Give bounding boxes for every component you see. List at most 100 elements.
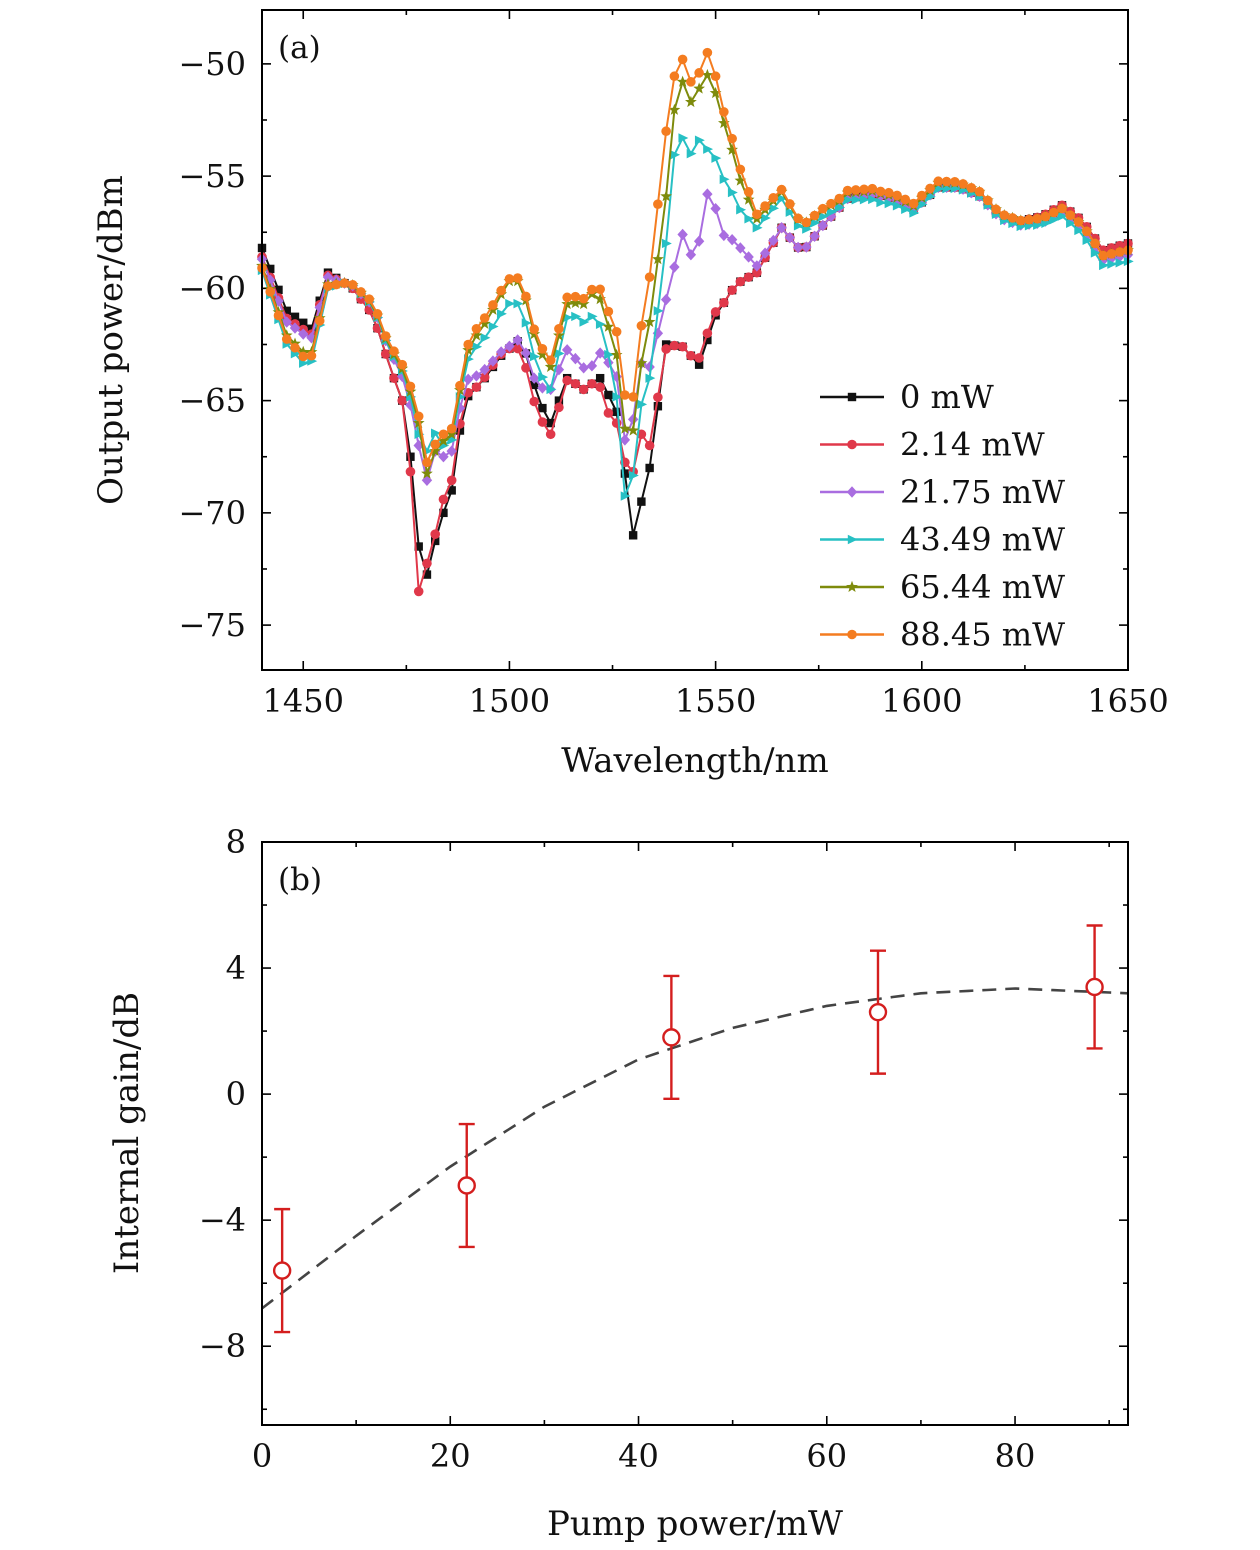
data-point [603, 408, 614, 418]
data-point [686, 77, 696, 87]
data-point [801, 217, 812, 228]
data-point [801, 241, 812, 253]
data-point [479, 313, 490, 323]
data-point [430, 529, 441, 539]
x-tick-label: 20 [430, 1437, 471, 1475]
legend-entry: 65.44 mW [820, 568, 1065, 606]
data-point [637, 497, 646, 506]
legend-marker [847, 392, 857, 402]
data-point [414, 429, 425, 439]
data-point [470, 329, 483, 341]
data-point [653, 306, 664, 316]
panel-a-y-axis-label: Output power/dBm [91, 175, 131, 505]
data-point [768, 234, 779, 247]
data-point [661, 238, 672, 249]
data-point [389, 346, 399, 357]
data-point [1114, 247, 1125, 257]
data-point [619, 434, 631, 446]
data-point [488, 300, 498, 310]
data-point [660, 293, 672, 306]
data-point [635, 357, 648, 369]
data-point [578, 293, 589, 304]
data-point [471, 370, 482, 382]
data-point [694, 68, 704, 78]
data-point [422, 457, 432, 468]
data-point [537, 382, 548, 394]
panel-b-x-axis-label: Pump power/mW [547, 1504, 843, 1544]
legend-entry: 43.49 mW [820, 521, 1065, 559]
data-point [445, 428, 458, 440]
data-point [478, 317, 491, 329]
data-point [619, 422, 631, 434]
data-point [299, 318, 308, 327]
data-point [752, 223, 763, 233]
data-point [554, 348, 565, 359]
legend-marker [846, 580, 858, 592]
data-point [462, 373, 474, 385]
data-point [711, 153, 722, 163]
data-point [693, 82, 705, 94]
data-point [562, 292, 572, 303]
data-point [1040, 211, 1051, 222]
data-point [735, 276, 746, 287]
data-point [636, 320, 647, 331]
data-point [669, 261, 680, 273]
panel-a-output-power-chart: 1450 1500 1550 1600 1650 −50 −55 −60 −65 −70 −75 (… [91, 9, 1169, 781]
data-point [472, 342, 483, 352]
data-point [777, 193, 788, 204]
data-point [702, 47, 713, 58]
data-point [536, 348, 549, 360]
data-point [925, 192, 936, 202]
data-point [1032, 213, 1043, 224]
data-point [604, 349, 615, 360]
data-point [281, 316, 292, 328]
data-point [701, 68, 714, 81]
x-tick-label: 1550 [675, 682, 756, 720]
data-point [925, 183, 935, 194]
data-point [306, 350, 317, 361]
gain-point [272, 1207, 292, 1334]
data-point [290, 342, 300, 353]
data-point [554, 396, 564, 405]
data-point [653, 392, 663, 403]
data-point [594, 347, 606, 359]
data-point [734, 174, 747, 186]
legend-label: 21.75 mW [900, 473, 1065, 511]
panel-a-legend: 0 mW 2.14 mW 21.75 mW 43.49 mW 65.44 mW 88.45… [820, 378, 1065, 654]
legend-label: 2.14 mW [900, 426, 1045, 464]
fit-curve [261, 987, 1129, 1310]
data-point [569, 296, 582, 308]
data-point [595, 373, 605, 383]
data-point [834, 193, 845, 204]
data-point [538, 403, 547, 413]
legend-entry: 21.75 mW [820, 473, 1065, 511]
data-point [1090, 248, 1101, 258]
data-point [289, 322, 301, 334]
data-point [999, 210, 1010, 220]
data-point [1090, 238, 1100, 249]
data-point [735, 164, 746, 175]
data-point [686, 148, 697, 159]
data-point [505, 298, 516, 309]
data-point [644, 440, 655, 451]
x-tick-label: 1650 [1087, 682, 1168, 720]
data-point [653, 402, 663, 411]
data-point [578, 362, 589, 374]
data-point [686, 350, 696, 361]
data-point [909, 208, 920, 218]
data-marker [457, 1176, 476, 1195]
data-point [612, 392, 623, 402]
legend-label: 0 mW [900, 378, 994, 416]
data-point [736, 205, 747, 215]
data-point [1081, 226, 1092, 237]
data-point [412, 416, 425, 429]
data-point [528, 372, 540, 384]
series-65-44-mw [256, 68, 1134, 479]
data-point [520, 347, 532, 359]
data-point [521, 318, 532, 328]
data-point [810, 218, 821, 228]
data-point [792, 241, 804, 254]
data-point [645, 463, 654, 473]
data-point [1065, 210, 1076, 220]
